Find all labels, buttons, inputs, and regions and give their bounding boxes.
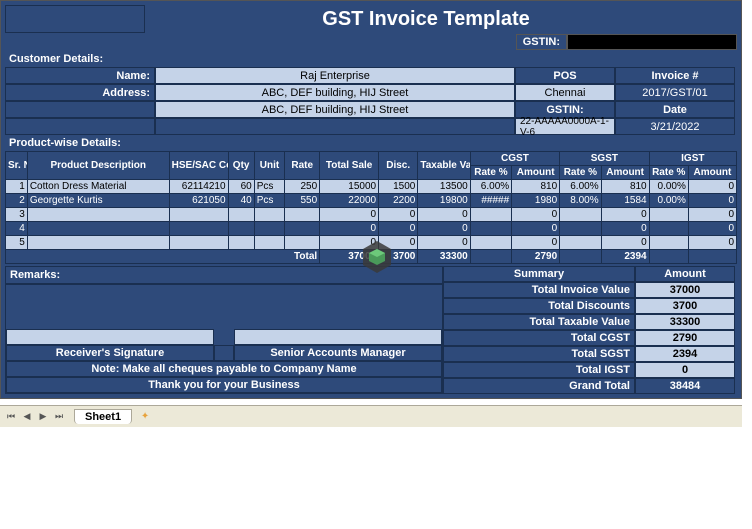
cheque-note: Note: Make all cheques payable to Compan… — [6, 361, 442, 377]
total-label: Total — [6, 250, 320, 264]
col-taxable: Taxable Value — [418, 152, 470, 180]
grand-total-label: Grand Total — [443, 378, 635, 394]
col-igst-rate: Rate % — [649, 166, 688, 180]
col-rate: Rate — [285, 152, 320, 180]
tab-nav-prev[interactable]: ◀ — [20, 410, 34, 424]
summary-line-amount: 37000 — [635, 282, 735, 298]
summary-amounts: Amount 37000370033300279023940 38484 — [635, 266, 735, 394]
summary-line-label: Total CGST — [443, 330, 635, 346]
col-igst-amt: Amount — [688, 166, 736, 180]
col-igst: IGST — [649, 152, 736, 166]
gstin-row: GSTIN: — [5, 33, 737, 51]
address-label: Address: — [5, 84, 155, 101]
grand-total-amount: 38484 — [635, 378, 735, 394]
customer-grid: Name: Raj Enterprise POS Invoice # Addre… — [5, 67, 737, 135]
invoice-no-value[interactable]: 2017/GST/01 — [615, 84, 735, 101]
col-sgst-rate: Rate % — [560, 166, 601, 180]
summary-header: Summary — [443, 266, 635, 282]
gstin-input[interactable] — [567, 34, 737, 50]
summary-line-label: Total SGST — [443, 346, 635, 362]
new-sheet-icon[interactable]: ✦ — [138, 410, 152, 424]
invoice-sheet: GST Invoice Template GSTIN: Customer Det… — [0, 0, 742, 399]
gstin-label: GSTIN: — [516, 34, 567, 50]
total-taxable: 33300 — [418, 250, 470, 264]
receiver-sig-box[interactable] — [6, 329, 214, 345]
tab-nav-first[interactable]: ⏮ — [4, 410, 18, 424]
total-cgst: 2790 — [512, 250, 560, 264]
col-disc: Disc. — [379, 152, 418, 180]
page-title: GST Invoice Template — [145, 8, 707, 31]
manager-sig-label: Senior Accounts Manager — [234, 345, 442, 361]
summary-line-amount: 33300 — [635, 314, 735, 330]
summary-line-amount: 2394 — [635, 346, 735, 362]
total-sgst: 2394 — [601, 250, 649, 264]
table-row[interactable]: 4000000 — [6, 222, 737, 236]
col-desc: Product Description — [27, 152, 169, 180]
summary-line-amount: 3700 — [635, 298, 735, 314]
table-row[interactable]: 3000000 — [6, 208, 737, 222]
address2-label — [5, 101, 155, 118]
receiver-sig-label: Receiver's Signature — [6, 345, 214, 361]
col-sr: Sr. No — [6, 152, 28, 180]
watermark-logo — [357, 237, 397, 277]
total-igst — [688, 250, 736, 264]
summary-line-label: Total IGST — [443, 362, 635, 378]
col-cgst: CGST — [470, 152, 559, 166]
amount-header: Amount — [635, 266, 735, 282]
col-sgst-amt: Amount — [601, 166, 649, 180]
date-label: Date — [615, 101, 735, 118]
customer-address1[interactable]: ABC, DEF building, HIJ Street — [155, 84, 515, 101]
col-total-sale: Total Sale — [320, 152, 379, 180]
tab-nav-last[interactable]: ⏭ — [52, 410, 66, 424]
summary-line-label: Total Discounts — [443, 298, 635, 314]
pos-label: POS — [515, 67, 615, 84]
col-qty: Qty — [228, 152, 254, 180]
customer-details-header: Customer Details: — [5, 51, 737, 67]
col-cgst-rate: Rate % — [470, 166, 511, 180]
summary-line-label: Total Taxable Value — [443, 314, 635, 330]
table-row[interactable]: 1Cotton Dress Material6211421060Pcs25015… — [6, 180, 737, 194]
col-cgst-amt: Amount — [512, 166, 560, 180]
customer-address2[interactable]: ABC, DEF building, HIJ Street — [155, 101, 515, 118]
title-left-box — [5, 5, 145, 33]
summary-line-amount: 0 — [635, 362, 735, 378]
thank-you: Thank you for your Business — [6, 377, 442, 393]
customer-gstin[interactable]: 22-AAAAA0000A-1-V-6 — [515, 118, 615, 135]
table-row[interactable]: 2Georgette Kurtis62105040Pcs550220002200… — [6, 194, 737, 208]
invoice-date[interactable]: 3/21/2022 — [615, 118, 735, 135]
summary-labels: Summary Total Invoice ValueTotal Discoun… — [443, 266, 635, 394]
col-hse: HSE/SAC Code — [169, 152, 228, 180]
col-unit: Unit — [254, 152, 285, 180]
manager-sig-box[interactable] — [234, 329, 442, 345]
pos-value[interactable]: Chennai — [515, 84, 615, 101]
sheet-tabs: ⏮ ◀ ▶ ⏭ Sheet1 ✦ — [0, 405, 742, 427]
col-sgst: SGST — [560, 152, 649, 166]
tab-nav-next[interactable]: ▶ — [36, 410, 50, 424]
bottom-section: Remarks: Receiver's Signature Senior Acc… — [5, 266, 737, 394]
customer-name[interactable]: Raj Enterprise — [155, 67, 515, 84]
remarks-body[interactable] — [6, 285, 442, 329]
product-details-header: Product-wise Details: — [5, 135, 737, 151]
tab-sheet1[interactable]: Sheet1 — [74, 409, 132, 424]
summary-line-label: Total Invoice Value — [443, 282, 635, 298]
name-label: Name: — [5, 67, 155, 84]
title-row: GST Invoice Template — [5, 5, 737, 33]
invoice-no-label: Invoice # — [615, 67, 735, 84]
summary-line-amount: 2790 — [635, 330, 735, 346]
